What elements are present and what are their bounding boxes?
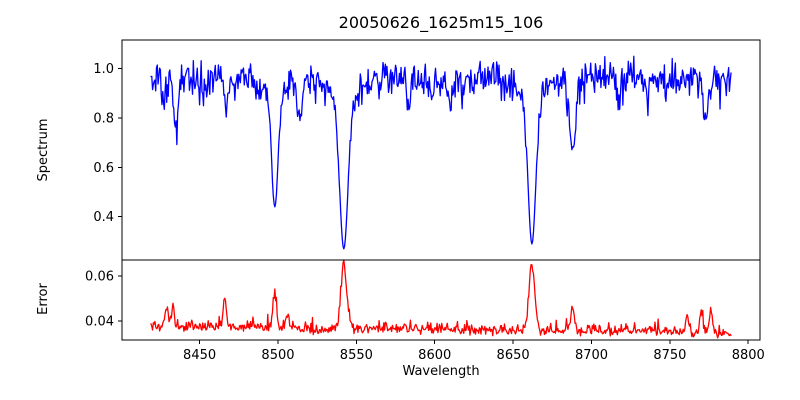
x-tick-label: 8650: [497, 348, 530, 363]
y-tick-label: 0.04: [85, 314, 114, 329]
error-y-axis-label: Error: [36, 283, 51, 315]
x-tick-label: 8800: [732, 348, 765, 363]
spectrum-line: [150, 55, 732, 250]
spectrum-y-axis-label: Spectrum: [36, 119, 51, 182]
x-tick-label: 8750: [653, 348, 686, 363]
bottom-subplot: 0.04 0.06 8450 8500 8550 8600 8650 8700 8750 880…: [85, 259, 765, 363]
error-y-ticks: 0.04 0.06: [85, 269, 122, 329]
x-axis-label: Wavelength: [402, 364, 479, 379]
y-tick-label: 0.6: [93, 161, 114, 176]
error-line: [150, 259, 732, 339]
y-tick-label: 0.06: [85, 269, 114, 284]
top-subplot: 0.4 0.6 0.8 1.0: [93, 39, 761, 261]
y-tick-label: 0.4: [93, 210, 114, 225]
x-tick-label: 8700: [575, 348, 608, 363]
x-tick-label: 8600: [418, 348, 451, 363]
y-tick-label: 0.8: [93, 111, 114, 126]
x-tick-label: 8550: [340, 348, 373, 363]
x-tick-label: 8450: [183, 348, 216, 363]
bottom-plot-frame: [121, 259, 761, 341]
y-tick-label: 1.0: [93, 62, 114, 77]
chart-title: 20050626_1625m15_106: [339, 13, 544, 33]
x-ticks: 8450 8500 8550 8600 8650 8700 8750 8800: [183, 340, 765, 363]
x-tick-label: 8500: [261, 348, 294, 363]
spectrum-y-ticks: 0.4 0.6 0.8 1.0: [93, 62, 122, 225]
